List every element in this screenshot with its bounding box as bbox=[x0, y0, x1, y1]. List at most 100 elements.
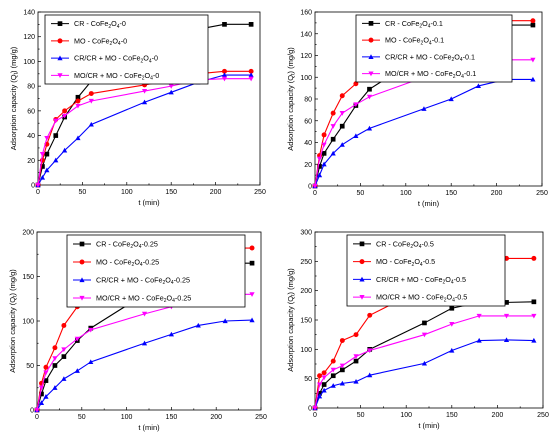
y-tick-label: 0 bbox=[308, 406, 312, 413]
data-point bbox=[43, 364, 49, 370]
data-point bbox=[75, 103, 81, 109]
series-1 bbox=[35, 68, 254, 188]
chart-panel-3: 0 50 100 150 200 250 0 50 100 150 200 250 300 t (min)… bbox=[286, 230, 549, 431]
data-point bbox=[74, 368, 80, 373]
data-point bbox=[35, 182, 41, 188]
data-point bbox=[88, 359, 94, 365]
data-point bbox=[221, 76, 228, 82]
data-point bbox=[330, 110, 336, 116]
data-point bbox=[52, 345, 58, 351]
y-axis-label: Adsorption capacity (Qt) (mg/g) bbox=[286, 47, 297, 151]
data-point bbox=[475, 83, 482, 89]
legend-swatch-marker bbox=[359, 295, 365, 300]
data-point bbox=[321, 142, 327, 148]
y-tick-label: 20 bbox=[27, 158, 35, 165]
y-tick-label: 100 bbox=[22, 319, 34, 326]
data-point bbox=[52, 363, 58, 368]
data-point bbox=[248, 22, 254, 27]
legend: CR - CoFe2O4-0.25 MO - CoFe2O4-0.25 CR/CR … bbox=[66, 234, 246, 308]
y-tick-label: 120 bbox=[23, 34, 35, 41]
legend-label: CR/CR + MO - CoFe2O4-0.25 bbox=[96, 276, 190, 287]
legend: CR - CoFe2O4-0.5 MO - CoFe2O4-0.5 CR/CR + … bbox=[346, 234, 506, 307]
y-tick-label: 50 bbox=[26, 363, 34, 370]
data-point bbox=[353, 332, 359, 338]
data-point bbox=[530, 76, 536, 82]
legend-swatch-marker bbox=[79, 241, 85, 247]
y-tick-label: 150 bbox=[300, 318, 312, 325]
series-line bbox=[314, 339, 534, 409]
x-axis-label: t (min) bbox=[418, 421, 440, 430]
data-point bbox=[321, 375, 327, 381]
data-point bbox=[339, 123, 345, 129]
y-tick-label: 150 bbox=[22, 274, 34, 281]
data-point bbox=[339, 111, 345, 116]
data-point bbox=[44, 151, 50, 157]
legend-swatch-marker bbox=[368, 54, 374, 59]
x-axis-label: t (min) bbox=[138, 198, 160, 207]
data-point bbox=[367, 312, 373, 318]
legend-box bbox=[66, 234, 246, 308]
data-point bbox=[422, 320, 427, 326]
x-tick-label: 150 bbox=[165, 189, 177, 196]
data-point bbox=[339, 338, 345, 344]
data-point bbox=[530, 57, 536, 63]
data-point bbox=[222, 318, 228, 324]
y-axis-label: Adsorption capacity (Qt) (mg/g) bbox=[9, 46, 20, 150]
y-tick-label: 40 bbox=[304, 140, 312, 147]
data-point bbox=[449, 347, 455, 353]
legend-box bbox=[346, 234, 506, 307]
data-point bbox=[421, 332, 428, 338]
data-point bbox=[38, 385, 45, 391]
data-point bbox=[168, 331, 174, 337]
data-point bbox=[330, 124, 336, 129]
y-tick-label: 60 bbox=[27, 108, 35, 115]
y-tick-label: 60 bbox=[304, 118, 312, 125]
legend-label: CR/CR + MO - CoFe2O4-0.1 bbox=[385, 52, 475, 63]
legend-swatch-marker bbox=[359, 276, 365, 282]
data-point bbox=[339, 93, 345, 99]
chart-panel-1: 0 50 100 150 200 250 0 20 40 60 80 100 120 140 160 t (m… bbox=[286, 10, 548, 209]
chart-panel-0: 0 50 100 150 200 250 0 20 40 60 80 100 120 140 t (min)… bbox=[9, 10, 266, 208]
series-line bbox=[37, 70, 252, 186]
data-point bbox=[249, 260, 255, 266]
data-point bbox=[339, 380, 345, 386]
data-point bbox=[61, 354, 67, 359]
series-2 bbox=[34, 317, 255, 413]
x-tick-label: 200 bbox=[491, 190, 503, 197]
data-point bbox=[75, 94, 81, 100]
data-point bbox=[53, 118, 59, 124]
y-tick-label: 0 bbox=[308, 184, 312, 191]
data-point bbox=[53, 133, 59, 138]
data-point bbox=[504, 300, 509, 305]
y-tick-label: 40 bbox=[27, 133, 35, 140]
data-point bbox=[353, 81, 359, 87]
data-point bbox=[476, 337, 482, 343]
data-point bbox=[330, 383, 336, 388]
data-point bbox=[43, 378, 49, 383]
legend-label: MO - CoFe2O4-0.1 bbox=[385, 36, 444, 47]
x-tick-label: 250 bbox=[537, 412, 549, 419]
x-tick-label: 200 bbox=[210, 189, 222, 196]
y-tick-label: 120 bbox=[300, 53, 312, 60]
y-tick-label: 50 bbox=[304, 376, 312, 383]
y-axis-label: Adsorption capacity (Qt) (mg/g) bbox=[286, 268, 297, 372]
legend-label: CR/CR + MO - CoFe2O4-0 bbox=[74, 54, 158, 65]
data-point bbox=[353, 354, 359, 359]
legend-label: CR - CoFe2O4-0 bbox=[74, 19, 126, 30]
data-point bbox=[317, 164, 322, 169]
data-point bbox=[61, 347, 67, 353]
data-point bbox=[321, 370, 327, 376]
data-point bbox=[312, 183, 318, 189]
data-point bbox=[44, 135, 50, 141]
legend-swatch-marker bbox=[57, 21, 63, 26]
data-point bbox=[530, 22, 536, 28]
data-point bbox=[53, 157, 59, 163]
data-point bbox=[43, 370, 49, 376]
x-tick-label: 150 bbox=[445, 190, 457, 197]
legend-label: MO - CoFe2O4-0.5 bbox=[376, 257, 435, 268]
data-point bbox=[321, 382, 327, 387]
data-point bbox=[340, 367, 345, 373]
legend-label: CR/CR + MO - CoFe2O4-0.5 bbox=[376, 275, 466, 286]
y-tick-label: 140 bbox=[300, 31, 312, 38]
legend-label: CR - CoFe2O4-0.25 bbox=[96, 240, 158, 251]
